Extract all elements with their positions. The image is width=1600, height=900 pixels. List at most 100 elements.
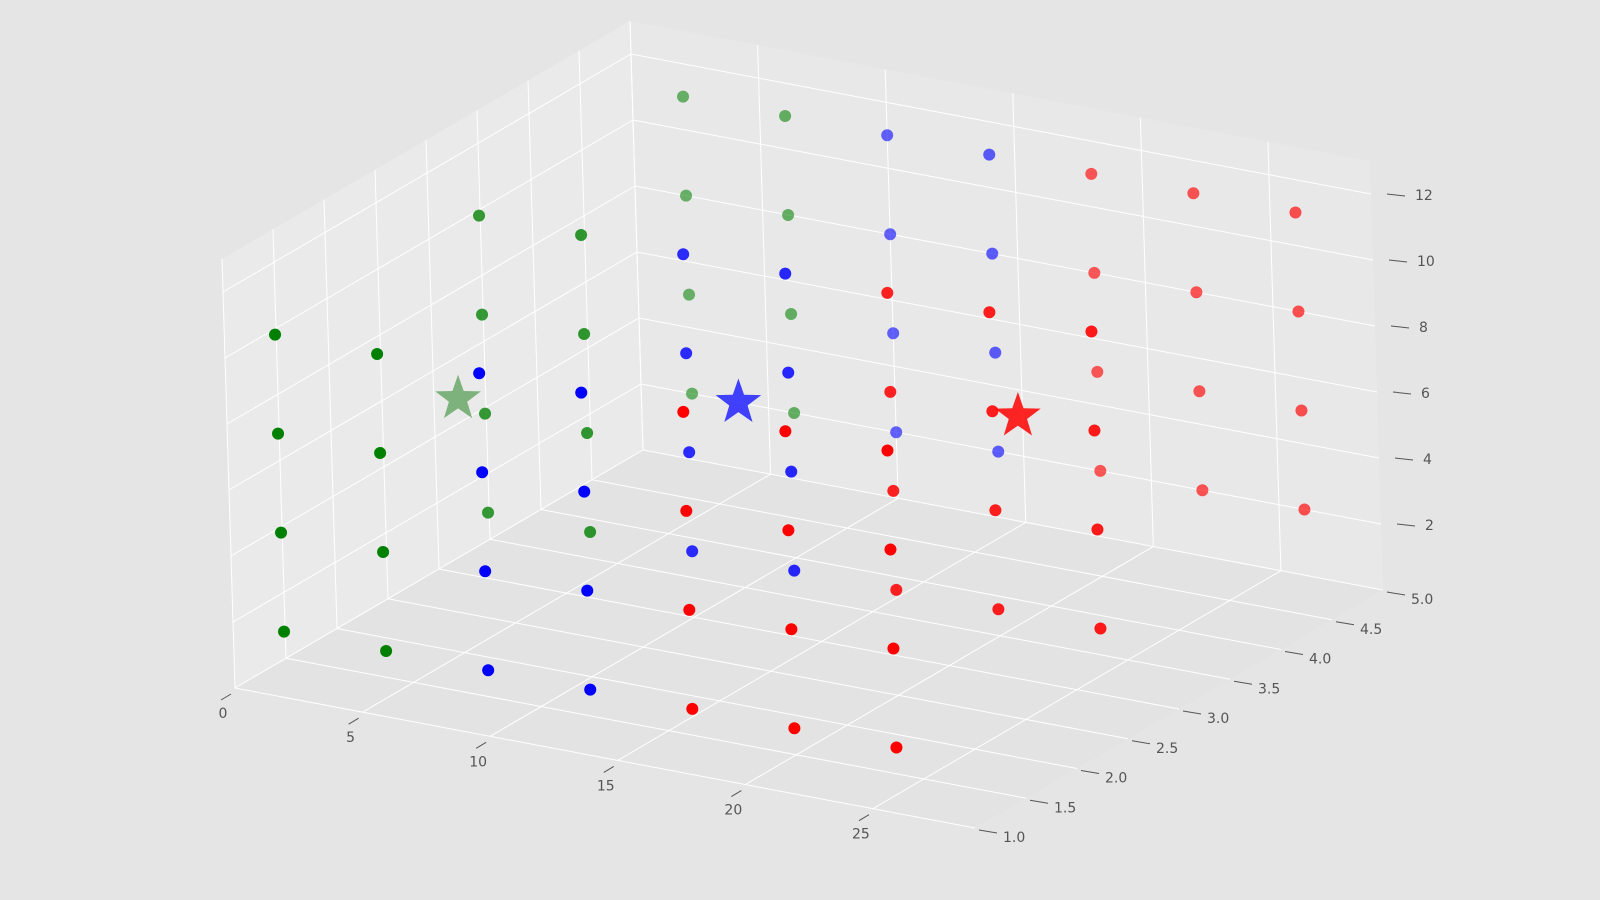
y-tick [1131, 740, 1151, 745]
grid-line [232, 383, 642, 623]
point [881, 444, 894, 457]
point [479, 565, 492, 578]
point [782, 524, 795, 537]
grid-line [591, 479, 1333, 621]
x-tick [731, 790, 742, 797]
grid-line [221, 258, 236, 689]
point [473, 367, 486, 380]
point [686, 387, 699, 400]
grid-line [634, 185, 1376, 327]
point [785, 307, 798, 320]
grid-line [640, 383, 1382, 525]
grid-line [476, 110, 491, 540]
grid-line [374, 169, 389, 599]
point [1091, 523, 1104, 536]
x-tick [348, 717, 359, 725]
z-tick [1386, 193, 1406, 197]
centroid [715, 378, 762, 422]
point [779, 425, 792, 438]
point [683, 603, 696, 616]
point [779, 267, 792, 280]
grid-line [230, 317, 640, 557]
pane-back [630, 21, 1383, 590]
point [1298, 503, 1311, 516]
point [575, 386, 588, 399]
point [1085, 167, 1098, 180]
point [884, 385, 897, 398]
y-tick-label: 4.0 [1309, 652, 1331, 668]
point [1196, 484, 1209, 497]
centroid [435, 374, 481, 419]
y-tick-label: 5.0 [1411, 592, 1433, 608]
point [1187, 187, 1200, 200]
point [278, 625, 291, 638]
point [680, 504, 693, 517]
point [677, 248, 690, 261]
point [1088, 424, 1101, 437]
point [1094, 622, 1107, 635]
y-tick-label: 1.0 [1003, 830, 1025, 846]
point [578, 485, 591, 498]
point [1292, 305, 1305, 318]
point [683, 446, 696, 459]
point [881, 129, 894, 142]
x-tick-label: 20 [724, 803, 742, 819]
point [1190, 286, 1203, 299]
point [380, 644, 393, 657]
y-tick [1029, 799, 1049, 804]
y-tick [978, 829, 998, 834]
z-tick [1394, 457, 1414, 461]
z-tick-label: 8 [1419, 320, 1428, 336]
point [482, 664, 495, 677]
point [581, 426, 594, 439]
y-tick [1335, 621, 1355, 626]
point [683, 288, 696, 301]
point [890, 426, 903, 439]
x-tick-label: 15 [597, 778, 615, 794]
point [482, 506, 495, 519]
point [680, 189, 693, 202]
grid-line [425, 139, 440, 570]
point [476, 308, 489, 321]
y-tick [1233, 680, 1253, 685]
y-tick-label: 2.5 [1156, 741, 1178, 757]
point [890, 741, 903, 754]
point [1088, 266, 1101, 279]
point [677, 90, 690, 103]
grid-line [527, 80, 542, 510]
grid-line [632, 119, 1374, 261]
point [1085, 325, 1098, 338]
point [989, 504, 1002, 517]
y-tick [1182, 710, 1202, 715]
point [785, 623, 798, 636]
point [584, 525, 597, 538]
point [476, 466, 489, 479]
grid-line [638, 317, 1380, 459]
point [992, 445, 1005, 458]
z-tick [1396, 523, 1416, 527]
grid-line [636, 251, 1378, 393]
grid-line [630, 53, 1372, 195]
point [779, 109, 792, 122]
grid-line [757, 45, 772, 475]
point [788, 564, 801, 577]
grid-line [1012, 93, 1027, 523]
x-tick-label: 5 [346, 730, 355, 746]
z-tick-label: 4 [1423, 452, 1432, 468]
grid-line [224, 119, 634, 359]
point [686, 702, 699, 715]
grid-line [285, 657, 1027, 799]
grid-line [1139, 117, 1154, 547]
point [983, 148, 996, 161]
point [686, 545, 699, 558]
grid-line [222, 53, 632, 293]
point [884, 543, 897, 556]
point [1094, 464, 1107, 477]
y-tick-label: 2.0 [1105, 771, 1127, 787]
point [887, 642, 900, 655]
point [884, 228, 897, 241]
point [1193, 385, 1206, 398]
point [1295, 404, 1308, 417]
point [473, 209, 486, 222]
